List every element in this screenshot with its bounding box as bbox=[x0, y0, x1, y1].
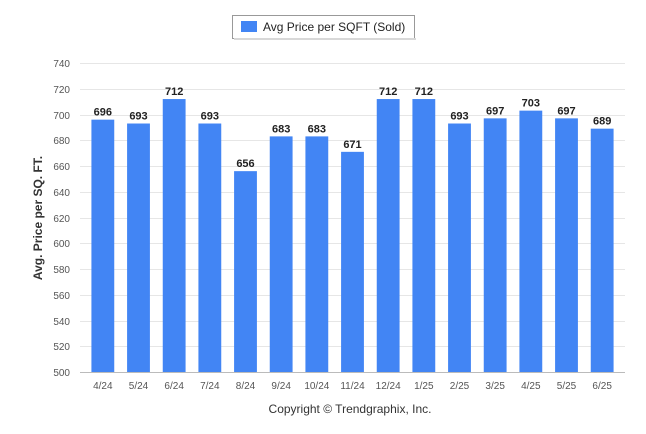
x-tick-label: 6/25 bbox=[592, 381, 612, 392]
y-axis-ticks: 500 520 540 560 580 600 620 640 660 680 700 720 740 bbox=[53, 59, 70, 379]
y-tick-label: 720 bbox=[53, 85, 70, 96]
x-tick-label: 2/25 bbox=[450, 381, 470, 392]
x-tick-label: 5/24 bbox=[129, 381, 149, 392]
data-label: 712 bbox=[415, 86, 433, 98]
x-tick-label: 5/25 bbox=[557, 381, 577, 392]
data-label: 689 bbox=[593, 116, 611, 128]
y-tick-label: 740 bbox=[53, 59, 70, 70]
copyright-text: Copyright © Trendgraphix, Inc. bbox=[269, 402, 432, 416]
y-tick-label: 680 bbox=[53, 136, 70, 147]
data-label: 712 bbox=[379, 86, 397, 98]
data-label: 696 bbox=[94, 107, 112, 119]
x-tick-label: 9/24 bbox=[271, 381, 291, 392]
bar[interactable] bbox=[162, 99, 186, 373]
data-label: 703 bbox=[522, 98, 540, 110]
x-tick-label: 10/24 bbox=[304, 381, 329, 392]
x-axis-ticks: 4/24 5/24 6/24 7/24 8/24 9/24 10/24 11/24 12/24 1… bbox=[93, 381, 612, 392]
bar[interactable] bbox=[127, 123, 150, 372]
data-label: 697 bbox=[557, 105, 575, 117]
y-tick-label: 520 bbox=[53, 342, 70, 353]
y-tick-label: 500 bbox=[53, 368, 70, 379]
y-axis-title: Avg. Price per SQ. FT. bbox=[31, 156, 45, 280]
bar[interactable] bbox=[305, 136, 329, 372]
x-tick-label: 4/25 bbox=[521, 381, 541, 392]
data-label: 697 bbox=[486, 105, 504, 117]
bar[interactable] bbox=[519, 110, 543, 372]
legend[interactable]: Avg Price per SQFT (Sold) bbox=[232, 15, 417, 41]
bar[interactable] bbox=[198, 123, 222, 372]
x-tick-label: 6/24 bbox=[164, 381, 184, 392]
bar[interactable] bbox=[269, 136, 293, 372]
bar[interactable] bbox=[376, 99, 400, 373]
legend-shadow bbox=[234, 38, 416, 40]
x-tick-label: 12/24 bbox=[376, 381, 401, 392]
bars bbox=[91, 99, 614, 373]
data-label: 671 bbox=[343, 139, 361, 151]
data-label: 693 bbox=[450, 111, 468, 123]
bar[interactable] bbox=[91, 119, 115, 373]
y-tick-label: 580 bbox=[53, 265, 70, 276]
bar[interactable] bbox=[341, 151, 364, 372]
data-label: 683 bbox=[308, 123, 326, 135]
data-label: 712 bbox=[165, 86, 183, 98]
y-tick-label: 560 bbox=[53, 291, 70, 302]
data-label: 693 bbox=[201, 111, 219, 123]
data-label: 693 bbox=[129, 111, 147, 123]
bar[interactable] bbox=[483, 118, 507, 372]
legend-label: Avg Price per SQFT (Sold) bbox=[263, 20, 405, 34]
bar[interactable] bbox=[590, 128, 614, 372]
y-tick-label: 660 bbox=[53, 162, 70, 173]
y-tick-label: 540 bbox=[53, 317, 70, 328]
y-tick-label: 620 bbox=[53, 214, 70, 225]
y-tick-label: 640 bbox=[53, 188, 70, 199]
bar[interactable] bbox=[448, 123, 471, 372]
x-tick-label: 11/24 bbox=[340, 381, 365, 392]
bar[interactable] bbox=[234, 171, 257, 372]
x-tick-label: 3/25 bbox=[485, 381, 505, 392]
x-tick-label: 8/24 bbox=[236, 381, 256, 392]
data-labels: 696 693 712 693 656 683 683 671 712 712 693 697 703 6… bbox=[94, 86, 612, 170]
y-tick-label: 600 bbox=[53, 239, 70, 250]
y-tick-label: 700 bbox=[53, 111, 70, 122]
data-label: 656 bbox=[236, 158, 254, 170]
x-tick-label: 4/24 bbox=[93, 381, 113, 392]
bar[interactable] bbox=[555, 118, 578, 372]
bar[interactable] bbox=[412, 99, 436, 373]
x-tick-label: 1/25 bbox=[414, 381, 434, 392]
data-label: 683 bbox=[272, 123, 290, 135]
x-tick-label: 7/24 bbox=[200, 381, 220, 392]
legend-swatch bbox=[241, 21, 257, 32]
